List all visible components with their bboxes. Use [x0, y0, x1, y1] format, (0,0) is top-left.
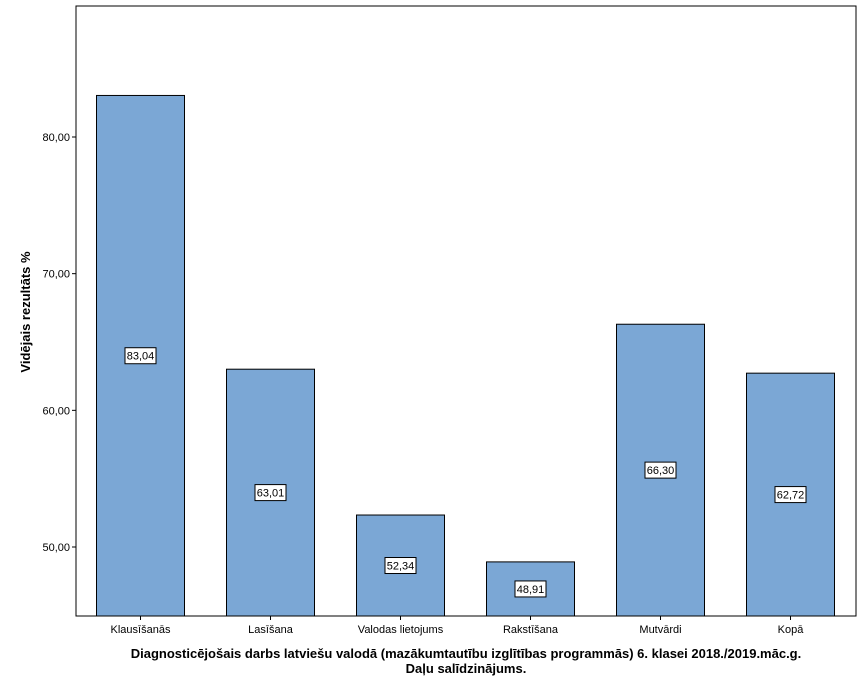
data-label-box: [254, 484, 287, 502]
x-tick-label: Lasīšana: [248, 624, 294, 636]
y-tick-label: 70,00: [42, 269, 70, 281]
data-label: 48,91: [517, 584, 545, 596]
y-axis-title: Vidējais rezultāts %: [18, 251, 33, 373]
data-label: 63,01: [257, 488, 285, 500]
data-label-box: [384, 557, 417, 575]
y-tick-label: 80,00: [42, 132, 70, 144]
data-label: 83,04: [127, 351, 155, 363]
y-axis: 50,00 60,00 70,00 80,00: [42, 132, 76, 554]
data-label: 52,34: [387, 561, 415, 573]
data-label-box: [514, 580, 547, 598]
x-axis: Klausīšanās Lasīšana Valodas lietojums Raks…: [111, 616, 805, 636]
data-label-box: [644, 461, 677, 479]
bars-group: 83,04 63,01 52,34 48,91 66,30 62,72: [96, 94, 835, 617]
y-tick-label: 50,00: [42, 542, 70, 554]
plot-frame: [75, 5, 857, 617]
data-label: 66,30: [647, 465, 675, 477]
x-axis-title-line-1: Diagnosticējošais darbs latviešu valodā …: [131, 646, 801, 661]
x-axis-title-line-2: Daļu salīdzinājums.: [406, 661, 527, 676]
x-tick-label: Mutvārdi: [639, 624, 681, 636]
x-tick-label: Klausīšanās: [111, 624, 171, 636]
data-label-box: [774, 486, 807, 504]
x-tick-label: Rakstīšana: [503, 624, 559, 636]
x-tick-label: Kopā: [778, 624, 805, 636]
data-label: 62,72: [777, 490, 805, 502]
x-tick-label: Valodas lietojums: [358, 624, 444, 636]
y-tick-label: 60,00: [42, 405, 70, 417]
data-label-box: [124, 347, 157, 365]
